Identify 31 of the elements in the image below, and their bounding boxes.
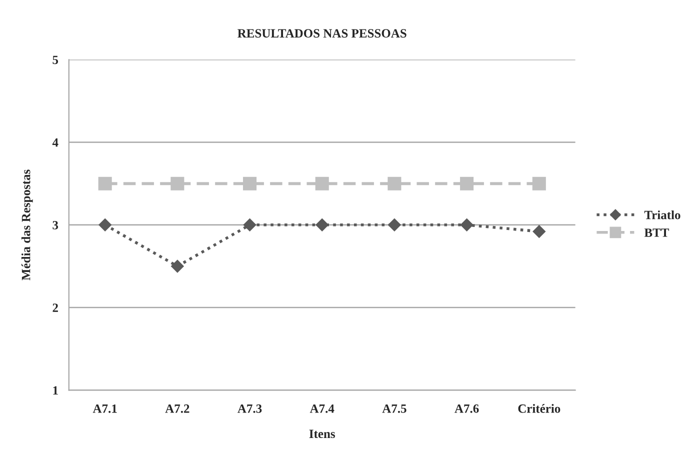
x-axis-title: Itens bbox=[309, 430, 335, 438]
chart-title: RESULTADOS NAS PESSOAS bbox=[238, 29, 406, 38]
x-tick-label: Critério bbox=[518, 404, 560, 413]
y-axis-title: Média das Respostas bbox=[21, 170, 33, 280]
y-tick-label: 3 bbox=[52, 220, 58, 230]
point bbox=[171, 260, 184, 273]
y-tick-label: 1 bbox=[53, 386, 58, 394]
y-tick-label: 5 bbox=[52, 56, 58, 64]
point bbox=[388, 218, 401, 232]
point bbox=[460, 218, 474, 232]
point bbox=[532, 176, 546, 190]
y-tick-label: 2 bbox=[52, 304, 58, 312]
x-tick-label: A7.4 bbox=[310, 404, 334, 413]
x-tick-label: A7.5 bbox=[382, 404, 406, 413]
point bbox=[532, 225, 546, 238]
x-tick-label: A7.2 bbox=[165, 404, 190, 413]
point bbox=[242, 176, 257, 190]
legend-label: Triatlo bbox=[644, 210, 680, 220]
point bbox=[460, 176, 474, 190]
legend-label: BTT bbox=[644, 228, 670, 237]
y-tick-label: 4 bbox=[52, 138, 58, 147]
point bbox=[98, 176, 112, 190]
x-tick-label: A7.1 bbox=[92, 404, 117, 413]
point bbox=[315, 176, 329, 190]
point bbox=[170, 176, 184, 190]
point bbox=[243, 218, 256, 232]
point bbox=[316, 218, 329, 232]
x-tick-label: A7.6 bbox=[454, 404, 479, 413]
point bbox=[388, 176, 402, 190]
x-tick-label: A7.3 bbox=[238, 404, 262, 413]
point bbox=[98, 218, 112, 232]
